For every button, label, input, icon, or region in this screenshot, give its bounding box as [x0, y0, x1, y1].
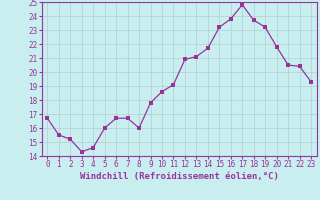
X-axis label: Windchill (Refroidissement éolien,°C): Windchill (Refroidissement éolien,°C) — [80, 172, 279, 181]
